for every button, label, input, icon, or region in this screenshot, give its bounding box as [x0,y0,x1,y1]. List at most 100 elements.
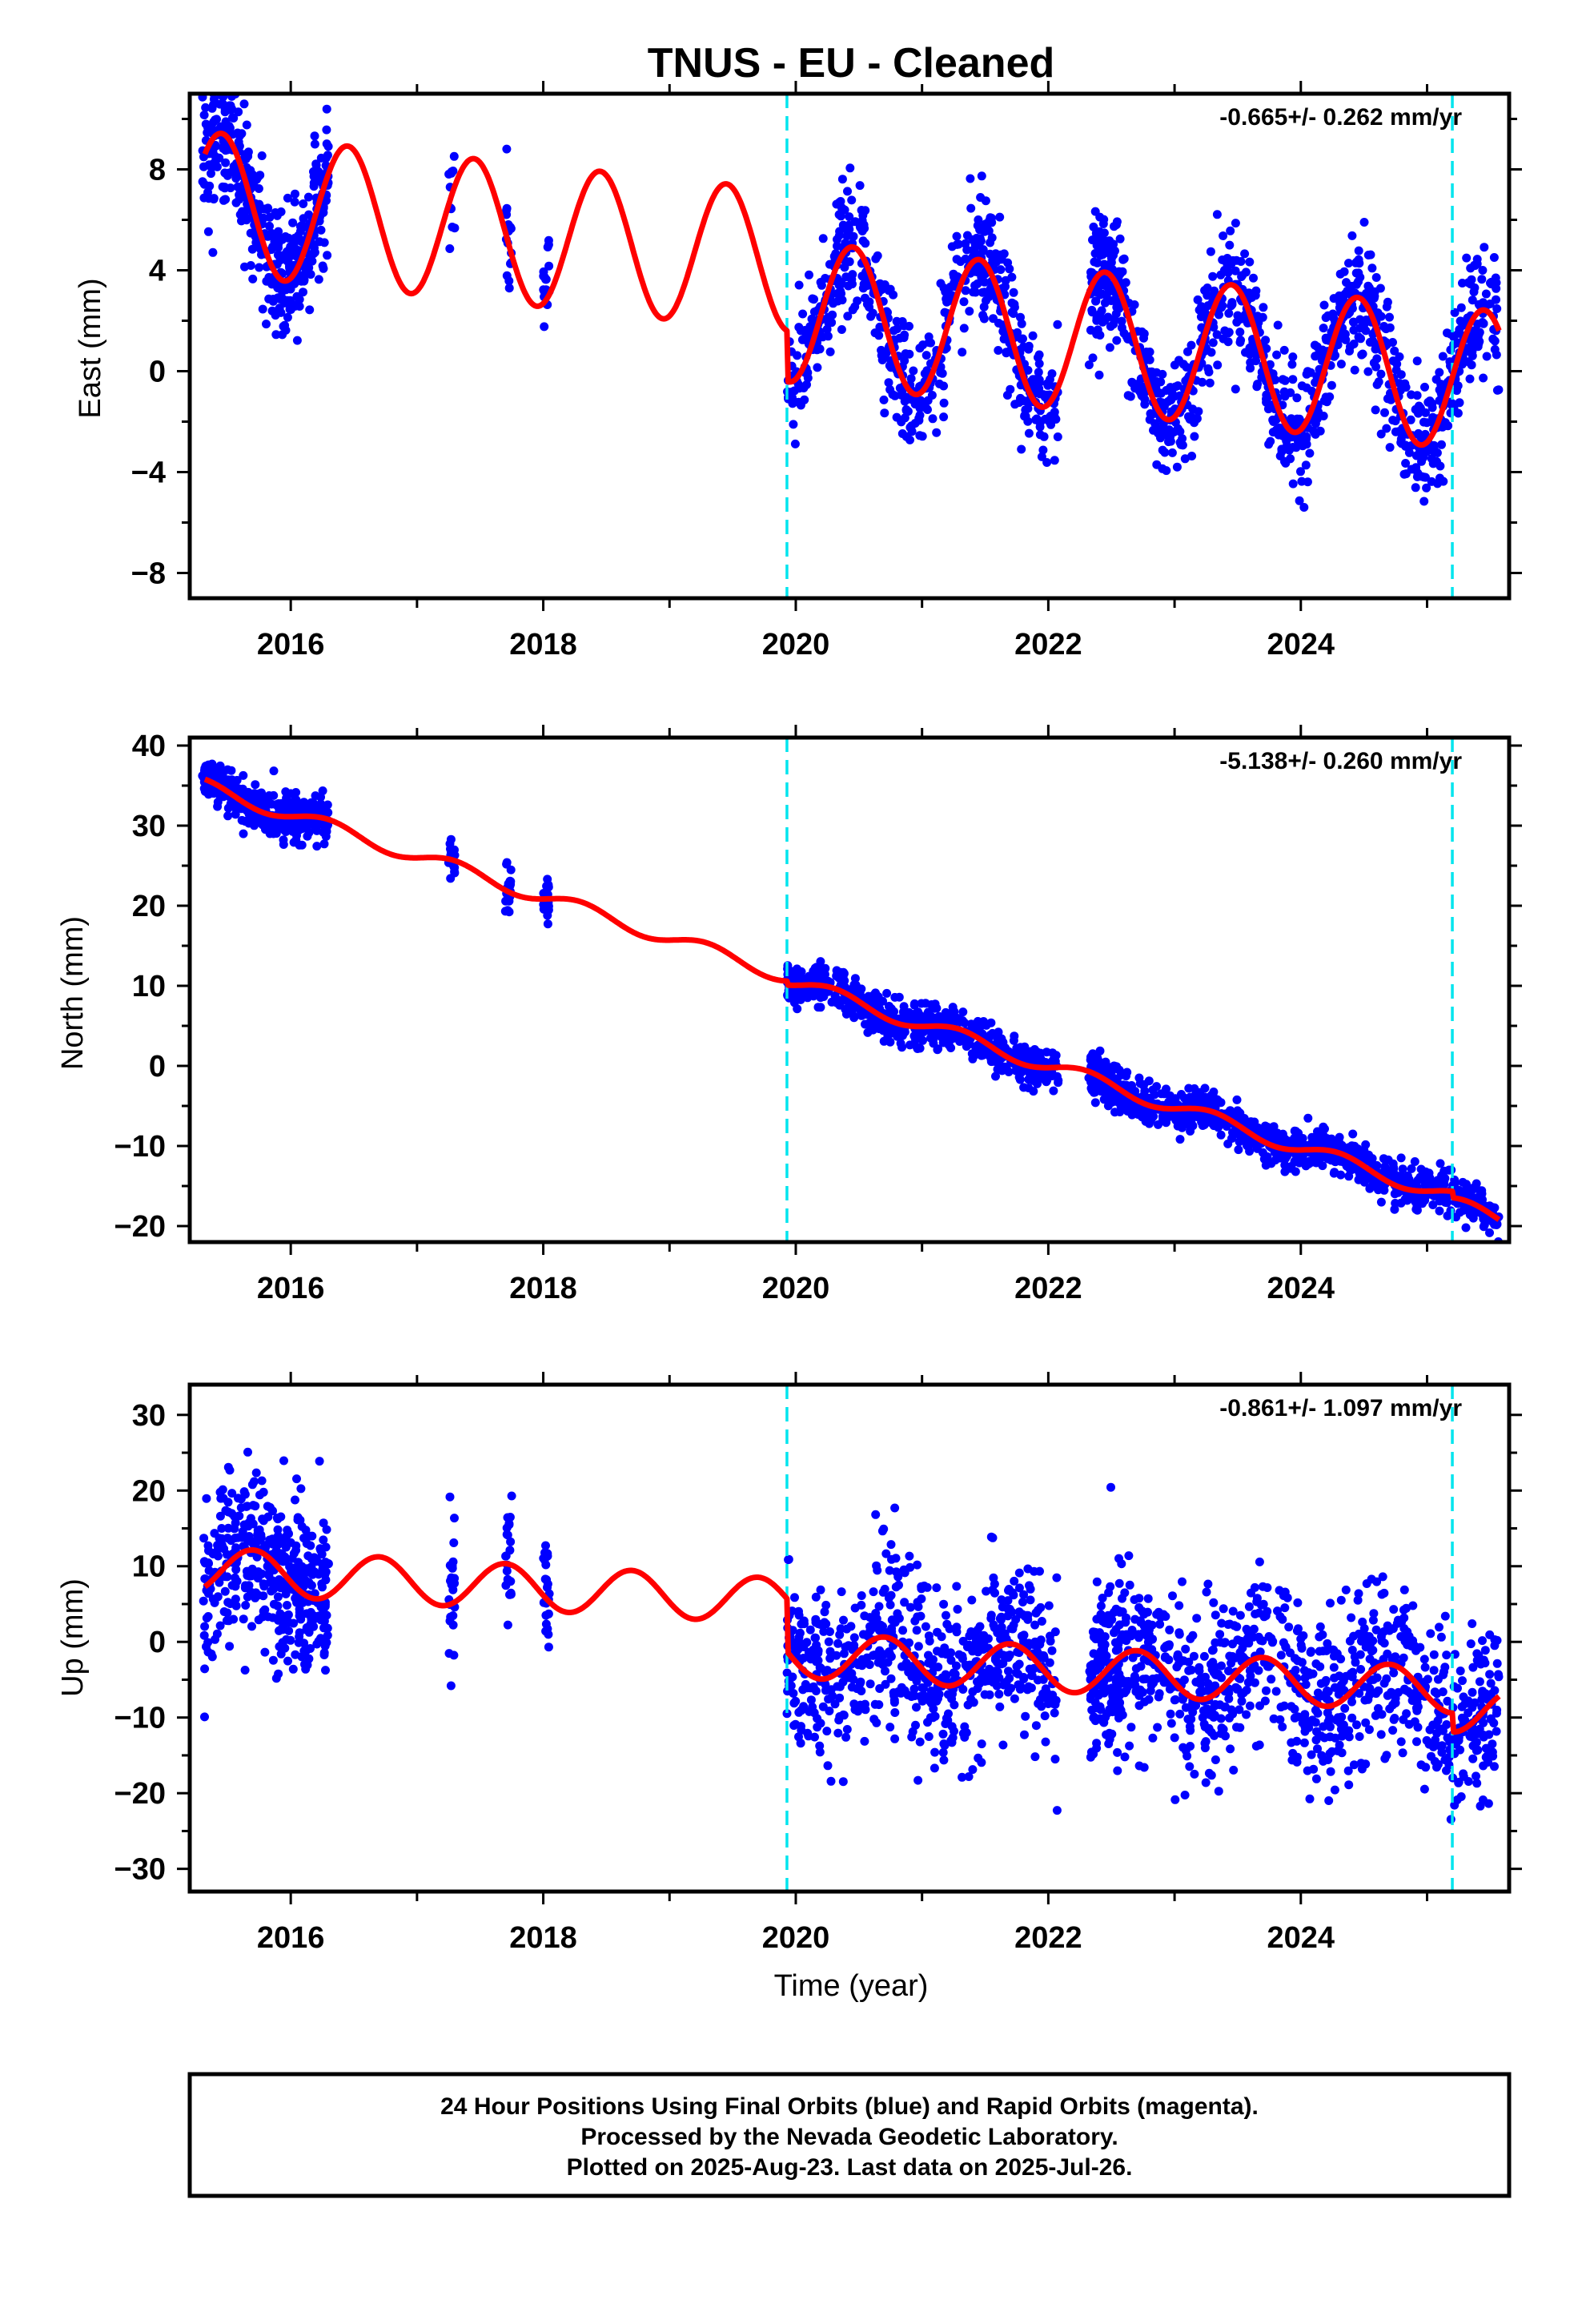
data-point [1337,1140,1347,1150]
data-point [1462,253,1472,263]
data-point [837,175,847,184]
data-point [1034,359,1044,368]
data-point [204,1558,213,1568]
data-point [1305,448,1315,458]
data-point [1251,286,1261,296]
data-point [802,1638,812,1647]
data-point [297,840,307,850]
data-point [846,1622,856,1631]
data-point [446,834,456,844]
data-point [1203,291,1212,300]
data-point [905,1040,914,1050]
data-point [1380,408,1389,417]
data-point [915,1043,925,1053]
data-point [217,1524,227,1533]
data-point [290,197,299,207]
data-point [1472,1179,1481,1188]
data-point [1355,272,1365,282]
data-point [1231,384,1240,394]
data-point [850,974,860,983]
data-point [796,1739,805,1748]
data-point [816,1719,825,1728]
data-point [323,800,332,810]
data-point [502,203,512,213]
data-point [857,1591,866,1600]
data-point [1453,381,1463,391]
data-point [1144,1076,1154,1086]
data-point [319,839,329,849]
data-point [960,1018,970,1027]
data-point [1105,343,1114,352]
data-point [314,275,323,284]
data-point [257,1476,267,1486]
data-point [1273,320,1283,330]
data-point [239,1614,248,1624]
data-point [1490,336,1500,346]
data-point [323,1630,332,1640]
data-point [889,1007,898,1016]
data-point [209,94,219,104]
data-point [1084,360,1094,370]
east-y-axis-label: East (mm) [74,278,107,418]
data-point [309,1622,319,1631]
data-point [1093,258,1102,267]
data-point [263,203,273,213]
y-tick-label: −20 [114,1210,166,1244]
east-model-curve [202,131,1502,448]
data-point [1034,375,1044,384]
data-point [1099,215,1109,224]
data-point [1205,378,1215,388]
data-point [1262,344,1271,353]
data-point [231,1543,241,1553]
data-point [274,1669,283,1679]
data-point [1162,1084,1170,1094]
data-point [900,1027,909,1037]
east-rate-label: -0.665+/- 0.262 mm/yr [1219,104,1462,131]
data-point [1190,432,1199,441]
data-point [310,131,319,141]
data-point [1468,351,1477,360]
data-point [868,308,877,318]
data-point [1404,448,1414,457]
data-point [815,344,825,354]
data-point [273,1601,283,1610]
data-point [544,1630,553,1639]
data-point [996,265,1006,275]
data-point [1140,1086,1150,1096]
data-point [215,1511,225,1521]
data-point [291,1495,299,1505]
data-point [1207,348,1216,357]
data-point [855,181,865,191]
data-point [1266,436,1275,446]
data-point [221,195,231,204]
data-point [923,405,932,414]
data-point [506,877,516,887]
data-point [504,1520,514,1530]
data-point [1411,483,1420,493]
data-point [986,1018,996,1027]
data-point [544,240,553,250]
data-point [843,312,853,321]
data-point [243,1447,252,1457]
data-point [229,114,239,123]
data-point [1435,368,1444,377]
data-point [1212,210,1222,219]
data-point [307,1531,317,1541]
data-point [321,1575,331,1585]
data-point [995,212,1005,222]
data-point [1272,350,1282,360]
data-point [821,963,830,973]
data-point [878,996,887,1006]
data-point [1050,408,1059,416]
data-point [845,257,854,267]
data-point [1333,340,1343,350]
data-point [215,1621,225,1630]
data-point [1396,1153,1406,1163]
data-point [987,233,997,243]
data-point [840,263,849,272]
data-point [1006,384,1015,394]
data-point [284,1529,293,1538]
data-point [1280,376,1290,385]
data-point [813,1646,823,1655]
data-point [1421,472,1430,482]
